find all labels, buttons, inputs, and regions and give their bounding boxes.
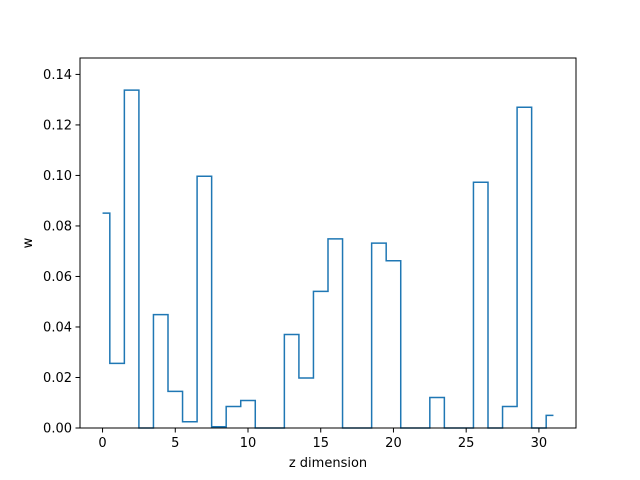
- y-axis-label: w: [21, 237, 36, 248]
- x-tick-label: 5: [171, 436, 179, 451]
- x-tick-label: 30: [531, 436, 548, 451]
- plot-frame: [79, 57, 577, 429]
- y-tick-label: 0.12: [43, 118, 72, 133]
- y-tick-label: 0.10: [43, 169, 72, 184]
- y-tick-label: 0.14: [43, 68, 72, 83]
- y-tick-label: 0.04: [43, 320, 72, 335]
- y-tick-label: 0.02: [43, 371, 72, 386]
- y-tick-label: 0.08: [43, 219, 72, 234]
- series-layer: [102, 89, 554, 429]
- x-tick-label: 25: [458, 436, 475, 451]
- x-tick-label: 20: [385, 436, 402, 451]
- series-step-line: [102, 89, 554, 429]
- x-axis-ticks: 0 5 10 15 20 25 30: [98, 428, 547, 451]
- x-tick-label: 15: [312, 436, 329, 451]
- y-axis-ticks: 0.00 0.02 0.04 0.06 0.08 0.10 0.12 0.14: [43, 68, 80, 437]
- y-tick-label: 0.06: [43, 270, 72, 285]
- x-axis-label: z dimension: [289, 456, 367, 471]
- x-tick-label: 10: [240, 436, 257, 451]
- y-tick-label: 0.00: [43, 422, 72, 437]
- x-tick-label: 0: [98, 436, 106, 451]
